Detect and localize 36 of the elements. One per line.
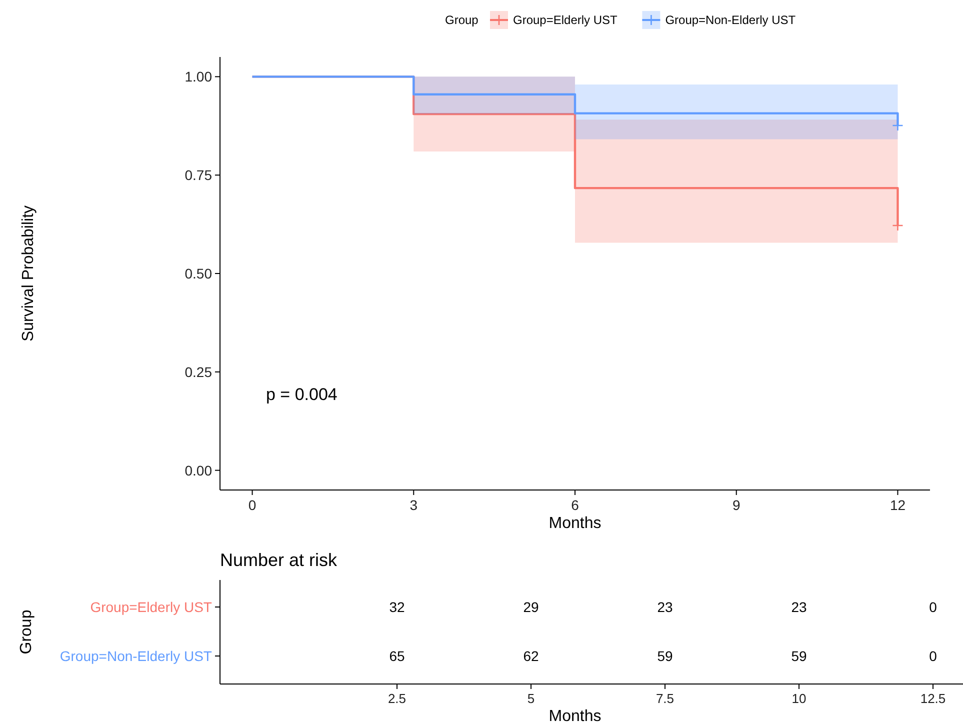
x-tick-label: 7.5 — [656, 691, 674, 706]
data-label: 62 — [523, 648, 539, 664]
data-label: 65 — [389, 648, 405, 664]
annotation: p = 0.004 — [266, 385, 338, 404]
y-tick-label: 0.50 — [184, 266, 212, 282]
y-tick-label: Group=Non-Elderly UST — [60, 648, 212, 664]
x-tick-label: 6 — [571, 497, 580, 513]
data-label: 23 — [657, 599, 673, 615]
data-label: 59 — [791, 648, 807, 664]
data-label: 59 — [657, 648, 673, 664]
data-label: 32 — [389, 599, 405, 615]
x-tick-label: 5 — [527, 691, 535, 706]
y-axis-title: Group — [18, 610, 35, 654]
y-tick-label: 0.00 — [184, 462, 212, 478]
x-tick-label: 12 — [890, 497, 906, 513]
data-label: 0 — [929, 648, 938, 664]
x-tick-label: 12.5 — [920, 691, 946, 706]
legend-label: Group=Non-Elderly UST — [665, 13, 796, 27]
y-axis-title: Survival Probability — [20, 205, 37, 342]
x-tick-label: 10 — [792, 691, 806, 706]
data-label: 23 — [791, 599, 807, 615]
legend-label: Group=Elderly UST — [513, 13, 618, 27]
legend-title: Group — [445, 13, 479, 27]
y-tick-label: 0.75 — [184, 167, 212, 184]
data-label: 29 — [523, 599, 539, 615]
x-axis-title: Months — [548, 515, 602, 532]
x-tick-label: 2.5 — [388, 691, 406, 706]
x-axis-title: Months — [548, 708, 602, 725]
y-tick-label: 1.00 — [184, 68, 212, 85]
y-tick-label: 0.25 — [184, 364, 212, 380]
x-tick-label: 9 — [732, 497, 740, 513]
chart-title: Number at risk — [220, 550, 338, 570]
data-label: 0 — [929, 599, 938, 615]
y-tick-label: Group=Elderly UST — [90, 599, 212, 615]
x-tick-label: 3 — [410, 497, 418, 513]
x-tick-label: 0 — [248, 497, 256, 513]
